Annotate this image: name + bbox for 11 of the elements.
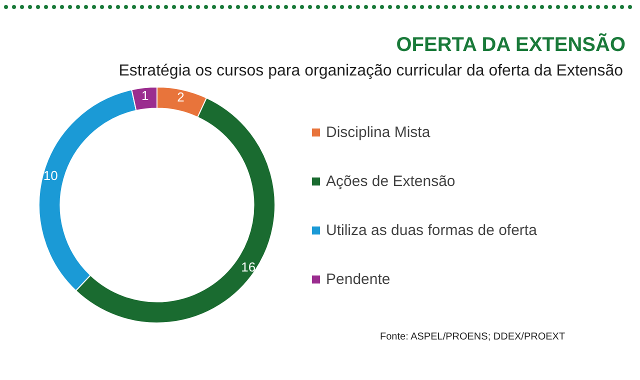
chart-subtitle: Estratégia os cursos para organização curricular da oferta da Extensão xyxy=(118,62,624,80)
source-note: Fonte: ASPEL/PROENS; DDEX/PROEXT xyxy=(380,332,566,342)
data-label: 16 xyxy=(241,259,256,274)
legend-label: Utiliza as duas formas de oferta xyxy=(326,222,538,239)
legend-label: Disciplina Mista xyxy=(326,124,431,141)
chart-title: OFERTA DA EXTENSÃO xyxy=(396,33,626,56)
data-label: 1 xyxy=(141,88,149,103)
data-label: 10 xyxy=(43,168,58,183)
legend-label: Ações de Extensão xyxy=(326,173,456,190)
legend-label: Pendente xyxy=(326,271,390,288)
data-label: 2 xyxy=(177,90,184,105)
